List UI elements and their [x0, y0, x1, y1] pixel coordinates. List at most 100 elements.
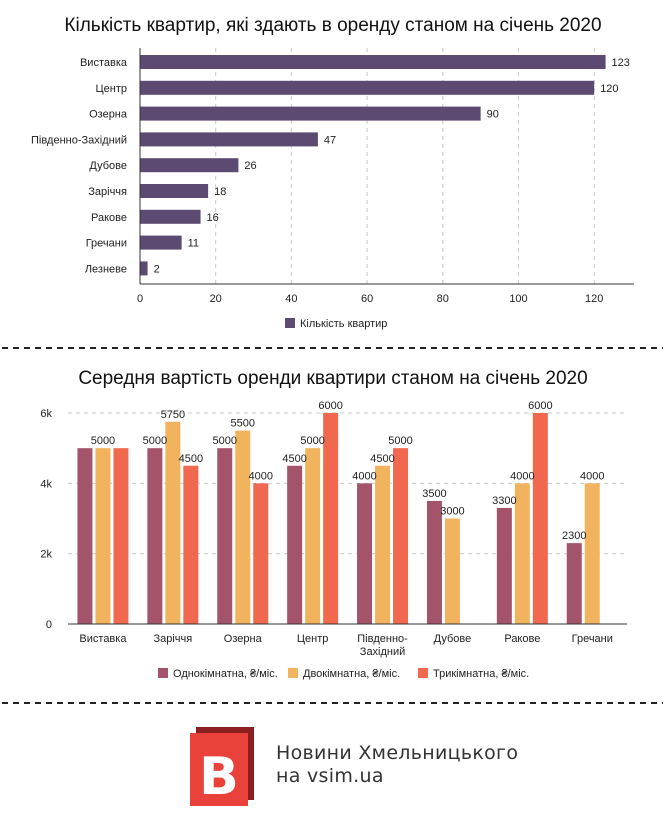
legend-label: Однокімнатна, ₴/міс. [173, 668, 278, 680]
data-label: 4500 [282, 453, 306, 465]
data-labels: 5000 5000 5750 4500 5000 5500 4000 4500 5000 6000… [91, 400, 605, 542]
data-label: 11 [188, 238, 199, 250]
category-label: Виставка [79, 633, 127, 645]
chart-title: Кількість квартир, які здають в оренду с… [64, 15, 601, 36]
category-label: Південно-Західний [31, 134, 127, 146]
bar [514, 483, 530, 624]
bar [444, 518, 460, 624]
brand-logo: B [190, 727, 254, 807]
apartments-count-chart: Кількість квартир, які здають в оренду с… [31, 15, 634, 330]
y-tick-labels: 0 2k 4k 6k [40, 408, 52, 631]
y-tick-label: 4k [40, 478, 52, 490]
data-label: 90 [487, 109, 499, 121]
bar [165, 421, 181, 624]
x-tick-label: 100 [509, 293, 527, 305]
data-label: 26 [244, 160, 256, 172]
bar [566, 543, 582, 624]
x-tick-label: 120 [585, 293, 603, 305]
legend-swatch [158, 668, 168, 678]
data-label: 5000 [143, 435, 167, 447]
bar [253, 483, 269, 624]
data-label: 4500 [370, 453, 394, 465]
data-label: 5000 [213, 435, 237, 447]
brand-name-line2: на vsim.ua [276, 765, 384, 787]
y-tick-label: 0 [46, 619, 52, 631]
category-label: Гречани [572, 633, 613, 645]
bar [217, 448, 233, 624]
bar [140, 235, 182, 250]
chart-title: Середня вартість оренди квартири станом … [78, 368, 587, 389]
category-label: Лезневе [85, 263, 127, 275]
data-label: 5000 [91, 435, 115, 447]
category-label: Центр [297, 633, 329, 645]
bar [584, 483, 600, 624]
bars [77, 413, 600, 624]
bar [147, 448, 163, 624]
data-label: 120 [600, 83, 618, 95]
brand-name-line1: Новини Хмельницького [276, 742, 518, 764]
bar [375, 465, 391, 624]
x-tick-label: 20 [210, 293, 222, 305]
bar [140, 106, 481, 121]
data-label: 5000 [300, 435, 324, 447]
data-label: 5500 [231, 418, 255, 430]
category-label: Ракове [91, 212, 127, 224]
bar [140, 158, 239, 173]
legend: Однокімнатна, ₴/міс. Двокімнатна, ₴/міс. Т… [158, 668, 529, 680]
data-label: 6000 [528, 400, 552, 412]
average-rent-chart: Середня вартість оренди квартири станом … [40, 368, 627, 680]
legend-swatch [418, 668, 428, 678]
bar [323, 413, 339, 624]
data-label: 5000 [388, 435, 412, 447]
category-labels: Виставка Центр Озерна Південно-Західний Дубо… [31, 57, 128, 275]
category-label: Центр [96, 83, 128, 95]
bar [140, 184, 209, 198]
data-label: 2 [154, 263, 160, 275]
data-label: 4000 [249, 470, 273, 482]
bar [140, 209, 201, 224]
data-labels: 123 120 90 47 26 18 16 11 2 [154, 57, 630, 275]
bar [305, 448, 321, 624]
logo-block [190, 733, 248, 806]
legend-label: Двокімнатна, ₴/міс. [303, 668, 400, 680]
bar [287, 465, 303, 624]
data-label: 4000 [580, 470, 604, 482]
legend-swatch [285, 318, 295, 328]
category-label: Південно- [357, 633, 408, 645]
category-label: Гречани [86, 238, 127, 250]
bar [140, 132, 318, 147]
category-label: Західний [360, 646, 406, 658]
bar [183, 465, 199, 624]
y-tick-label: 6k [40, 408, 52, 420]
legend-label: Кількість квартир [300, 318, 387, 330]
category-label: Дубове [89, 160, 127, 172]
bar [95, 448, 111, 624]
bar [496, 507, 512, 624]
bars [140, 55, 606, 276]
bar [113, 448, 129, 624]
data-label: 4000 [510, 470, 534, 482]
bar [426, 500, 442, 624]
bar [77, 448, 93, 624]
bar [357, 483, 373, 624]
category-label: Заріччя [88, 186, 127, 198]
category-label: Ракове [504, 633, 540, 645]
legend-swatch [288, 668, 298, 678]
x-tick-labels: 0 20 40 60 80 100 120 [137, 293, 603, 305]
data-label: 4000 [352, 470, 376, 482]
x-tick-label: 60 [361, 293, 373, 305]
bar [393, 448, 409, 624]
data-label: 18 [214, 186, 226, 198]
legend: Кількість квартир [285, 318, 387, 330]
data-label: 5750 [161, 409, 185, 421]
bar [532, 413, 548, 624]
bar [235, 430, 251, 624]
category-label: Виставка [80, 57, 128, 69]
data-label: 16 [207, 212, 219, 224]
y-tick-label: 2k [40, 549, 52, 561]
data-label: 3000 [440, 506, 464, 518]
category-label: Заріччя [153, 633, 192, 645]
logo-letter: B [199, 747, 239, 807]
bar [140, 55, 606, 69]
